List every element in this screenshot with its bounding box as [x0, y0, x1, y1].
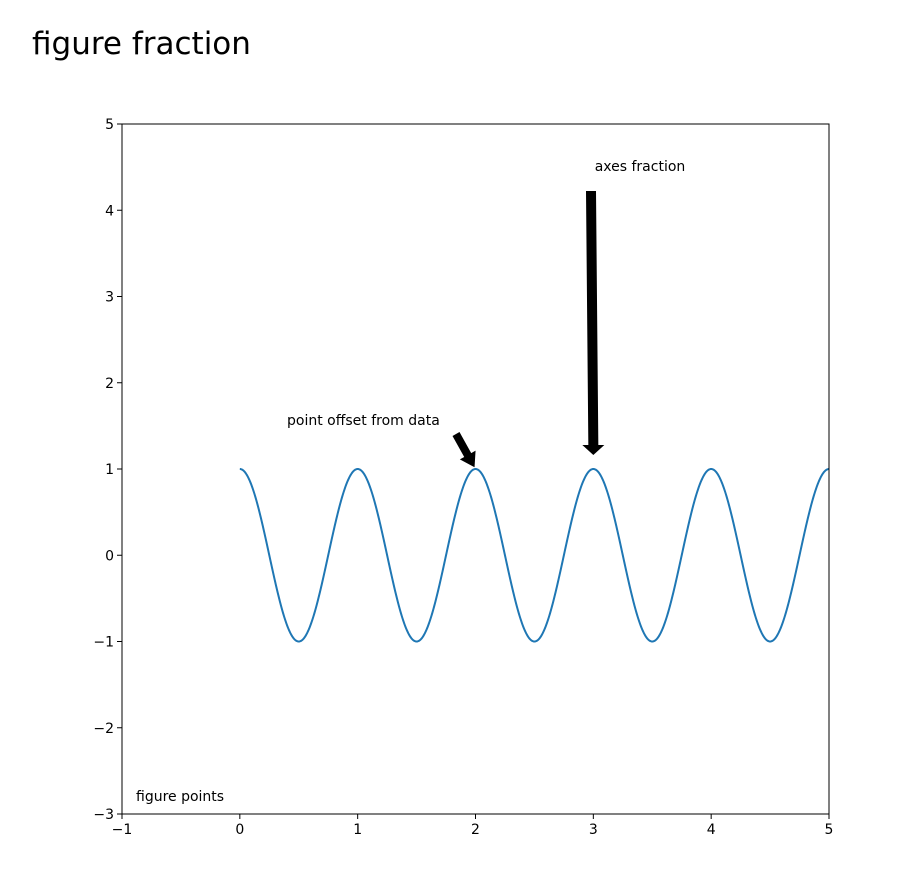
- x-tick-label: 5: [825, 822, 834, 838]
- y-tick-label: −3: [93, 807, 114, 823]
- figure-fraction-annotation: figure fraction: [32, 26, 251, 62]
- x-tick-label: 4: [707, 822, 716, 838]
- y-tick-label: 4: [105, 203, 114, 219]
- annotations: figure points axes fraction point offset f…: [136, 159, 685, 805]
- y-tick-label: −2: [93, 721, 114, 737]
- x-tick-label: 0: [235, 822, 244, 838]
- y-tick-label: 3: [105, 290, 114, 306]
- point-offset-annotation: point offset from data: [287, 413, 440, 429]
- y-tick-label: 0: [105, 548, 114, 564]
- x-tick-label: 2: [471, 822, 480, 838]
- y-tick-label: −1: [93, 635, 114, 651]
- figure-points-annotation: figure points: [136, 789, 224, 805]
- ticks: −1 0 1 2 3 4 5 −3 −2 −1 0 1 2 3 4 5: [93, 117, 833, 838]
- plot-area: [239, 467, 830, 643]
- y-tick-label: 5: [105, 117, 114, 133]
- x-tick-label: 1: [353, 822, 362, 838]
- x-tick-label: −1: [112, 822, 133, 838]
- x-tick-label: 3: [589, 822, 598, 838]
- y-tick-label: 2: [105, 376, 114, 392]
- series-line: [239, 467, 830, 643]
- axes-fraction-arrow: [582, 191, 605, 455]
- y-tick-label: 1: [105, 462, 114, 478]
- point-offset-arrow: [452, 432, 476, 468]
- axes-fraction-annotation: axes fraction: [595, 159, 686, 175]
